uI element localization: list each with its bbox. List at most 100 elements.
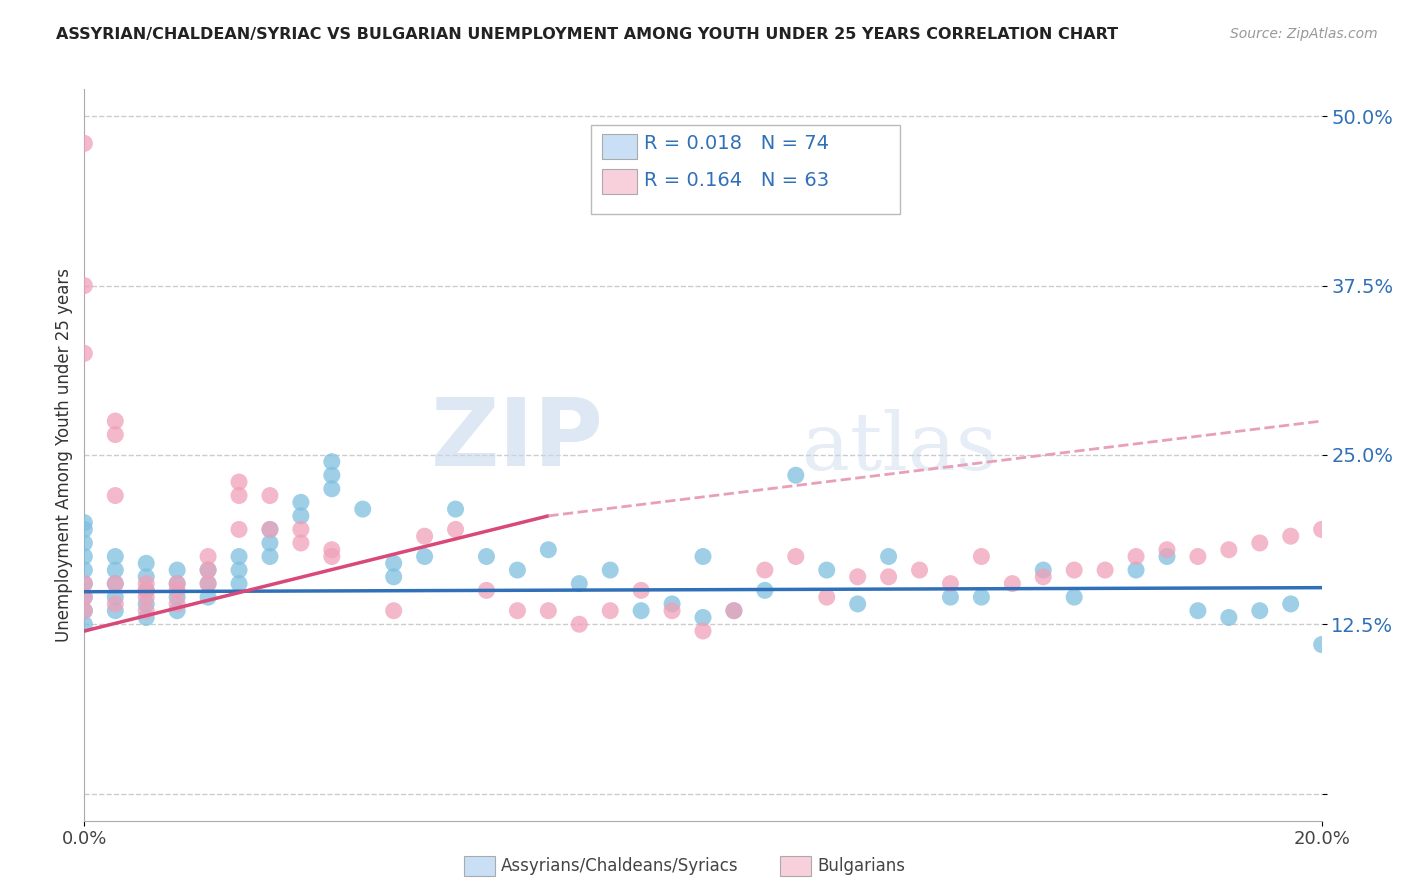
Point	[692, 610, 714, 624]
Point	[568, 576, 591, 591]
Point	[73, 536, 96, 550]
Point	[723, 604, 745, 618]
Point	[321, 468, 343, 483]
Point	[228, 549, 250, 564]
Point	[444, 502, 467, 516]
Point	[290, 495, 312, 509]
Point	[475, 549, 498, 564]
Text: atlas: atlas	[801, 409, 997, 487]
Point	[568, 617, 591, 632]
Point	[73, 590, 96, 604]
Point	[104, 597, 127, 611]
Point	[599, 604, 621, 618]
Point	[908, 563, 931, 577]
Point	[321, 482, 343, 496]
Point	[506, 563, 529, 577]
Point	[135, 576, 157, 591]
Point	[73, 516, 96, 530]
Point	[259, 536, 281, 550]
Point	[259, 549, 281, 564]
Point	[73, 563, 96, 577]
Point	[259, 523, 281, 537]
Point	[73, 590, 96, 604]
Point	[228, 576, 250, 591]
Point	[846, 570, 869, 584]
Point	[73, 604, 96, 618]
Point	[104, 590, 127, 604]
Point	[73, 576, 96, 591]
Point	[1187, 549, 1209, 564]
Point	[1032, 570, 1054, 584]
Point	[104, 563, 127, 577]
Point	[290, 508, 312, 523]
Point	[815, 590, 838, 604]
Point	[537, 542, 560, 557]
Point	[1279, 529, 1302, 543]
Point	[1094, 563, 1116, 577]
Point	[877, 570, 900, 584]
Point	[197, 563, 219, 577]
Point	[352, 502, 374, 516]
Y-axis label: Unemployment Among Youth under 25 years: Unemployment Among Youth under 25 years	[55, 268, 73, 642]
Point	[321, 549, 343, 564]
Point	[135, 610, 157, 624]
Point	[228, 475, 250, 489]
Point	[877, 549, 900, 564]
Point	[290, 536, 312, 550]
Point	[1310, 523, 1333, 537]
Point	[413, 549, 436, 564]
Point	[785, 549, 807, 564]
Point	[104, 576, 127, 591]
Point	[73, 278, 96, 293]
Point	[939, 576, 962, 591]
Point	[135, 597, 157, 611]
Point	[1063, 590, 1085, 604]
Text: ZIP: ZIP	[432, 394, 605, 486]
Point	[104, 427, 127, 442]
Point	[290, 523, 312, 537]
Point	[1156, 549, 1178, 564]
Point	[228, 563, 250, 577]
Point	[135, 556, 157, 570]
Point	[1218, 610, 1240, 624]
Point	[846, 597, 869, 611]
Point	[630, 604, 652, 618]
Text: ASSYRIAN/CHALDEAN/SYRIAC VS BULGARIAN UNEMPLOYMENT AMONG YOUTH UNDER 25 YEARS CO: ASSYRIAN/CHALDEAN/SYRIAC VS BULGARIAN UN…	[56, 27, 1118, 42]
Point	[166, 563, 188, 577]
Point	[382, 570, 405, 584]
Point	[970, 590, 993, 604]
Point	[104, 604, 127, 618]
Point	[228, 523, 250, 537]
Point	[104, 549, 127, 564]
Point	[259, 489, 281, 503]
Point	[104, 414, 127, 428]
Point	[382, 556, 405, 570]
Point	[630, 583, 652, 598]
Point	[197, 590, 219, 604]
Point	[73, 136, 96, 151]
Point	[73, 346, 96, 360]
Point	[723, 604, 745, 618]
Point	[104, 576, 127, 591]
Point	[754, 563, 776, 577]
Point	[1249, 604, 1271, 618]
Point	[692, 624, 714, 638]
Point	[413, 529, 436, 543]
Point	[661, 604, 683, 618]
Point	[166, 576, 188, 591]
Point	[73, 576, 96, 591]
Point	[1125, 549, 1147, 564]
Point	[135, 604, 157, 618]
Point	[815, 563, 838, 577]
Point	[1218, 542, 1240, 557]
Point	[1001, 576, 1024, 591]
Point	[382, 604, 405, 618]
Point	[135, 590, 157, 604]
Text: R = 0.018   N = 74: R = 0.018 N = 74	[644, 134, 830, 153]
Point	[1032, 563, 1054, 577]
Point	[1279, 597, 1302, 611]
Point	[1249, 536, 1271, 550]
Point	[166, 576, 188, 591]
Point	[197, 576, 219, 591]
Point	[1310, 638, 1333, 652]
